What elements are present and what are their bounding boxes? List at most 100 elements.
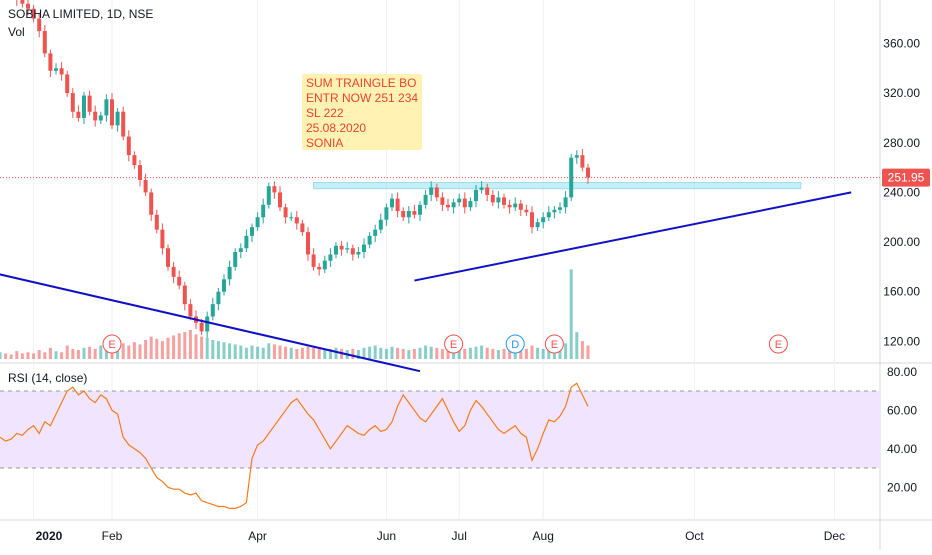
volume-bar: [468, 347, 472, 359]
candle-body: [82, 95, 86, 118]
volume-bar: [15, 351, 19, 359]
trendline[interactable]: [414, 191, 852, 282]
volume-bar: [155, 338, 159, 359]
volume-bar: [558, 347, 562, 359]
candle-body: [574, 155, 579, 158]
volume-bar: [429, 346, 433, 359]
volume-bar: [239, 345, 243, 359]
volume-label: Vol: [8, 25, 25, 39]
volume-bar: [463, 348, 467, 359]
rsi-axis-tick: 40.00: [887, 442, 917, 456]
candle-body: [546, 212, 551, 218]
candle-body: [412, 211, 417, 215]
volume-bar: [144, 339, 148, 359]
volume-bar: [99, 345, 103, 359]
candle-body: [485, 187, 490, 195]
candle-body: [569, 157, 574, 198]
candle-body: [513, 203, 518, 208]
candle-body: [418, 204, 422, 215]
candle-body: [294, 217, 299, 224]
volume-bar: [43, 352, 47, 359]
candle-body: [300, 223, 305, 233]
volume-bar: [71, 348, 75, 359]
candle-body: [289, 217, 294, 219]
time-axis-tick: Aug: [533, 529, 554, 543]
event-marker[interactable]: [102, 334, 122, 354]
volume-bar: [586, 345, 590, 359]
volume-bar: [569, 269, 573, 359]
volume-bar: [547, 350, 551, 359]
volume-bar: [508, 347, 512, 359]
volume-bar: [412, 348, 416, 359]
candle-body: [261, 204, 266, 218]
time-axis-tick: Oct: [685, 529, 704, 543]
volume-bar: [396, 347, 400, 359]
rsi-axis-tick: 60.00: [887, 403, 917, 417]
candle-body: [143, 180, 148, 193]
volume-bar: [300, 347, 304, 359]
candle-body: [395, 198, 400, 212]
candle-body: [238, 248, 243, 252]
candle-body: [255, 217, 260, 228]
candle-body: [434, 187, 439, 198]
candle-body: [367, 235, 372, 245]
time-axis-tick: Apr: [248, 529, 267, 543]
candle-body: [31, 8, 36, 19]
candle-body: [334, 245, 338, 255]
rsi-band: [0, 391, 880, 469]
breakout-zone[interactable]: [313, 181, 802, 190]
volume-bar: [435, 347, 439, 359]
candle-body: [171, 266, 176, 277]
volume-bar: [289, 347, 293, 359]
volume-bar: [149, 336, 153, 359]
volume-bar: [317, 348, 321, 359]
volume-bar: [564, 343, 568, 359]
candle-body: [401, 211, 406, 218]
volume-bar: [351, 348, 355, 359]
volume-bar: [138, 344, 142, 359]
volume-bar: [452, 348, 456, 359]
candle-body: [166, 248, 170, 267]
volume-bar: [524, 348, 528, 359]
volume-bar: [552, 348, 556, 359]
volume-bar: [233, 344, 237, 359]
event-marker[interactable]: [444, 334, 464, 354]
event-marker[interactable]: [768, 334, 788, 354]
volume-bar: [312, 347, 316, 359]
rsi-axis-tick: 20.00: [887, 480, 917, 494]
candle-body: [48, 53, 53, 71]
event-marker[interactable]: [544, 334, 564, 354]
candle-body: [518, 203, 523, 210]
volume-bar: [474, 346, 478, 359]
candle-body: [115, 111, 120, 126]
candle-body: [530, 212, 534, 228]
volume-bar: [513, 348, 517, 359]
rsi-axis-tick: 80.00: [887, 365, 917, 379]
rsi-label: RSI (14, close): [8, 371, 88, 385]
annotation-note[interactable]: SUM TRAINGLE BO ENTR NOW 251 234 SL 222 …: [302, 74, 422, 150]
volume-bar: [519, 350, 523, 359]
candle-body: [541, 217, 546, 223]
volume-bar: [216, 341, 220, 359]
volume-bar: [373, 345, 377, 359]
last-price-tag-label: 251.95: [888, 171, 925, 185]
volume-bar: [82, 347, 86, 359]
candle-body: [524, 209, 529, 213]
price-axis-tick: 320.00: [883, 86, 920, 100]
volume-bar: [188, 329, 192, 359]
event-marker[interactable]: [505, 334, 525, 354]
volume-bar: [127, 345, 131, 359]
price-axis-tick: 240.00: [883, 185, 920, 199]
volume-bar: [121, 343, 125, 359]
candle-body: [244, 235, 249, 249]
volume-bar: [116, 348, 120, 359]
candle-body: [468, 201, 473, 208]
volume-bar: [306, 346, 310, 359]
candle-body: [20, 0, 25, 4]
candle-body: [507, 204, 512, 208]
time-axis-tick: Dec: [824, 529, 845, 543]
candle-body: [384, 207, 389, 220]
candle-body: [272, 186, 277, 193]
trendline[interactable]: [0, 272, 421, 373]
